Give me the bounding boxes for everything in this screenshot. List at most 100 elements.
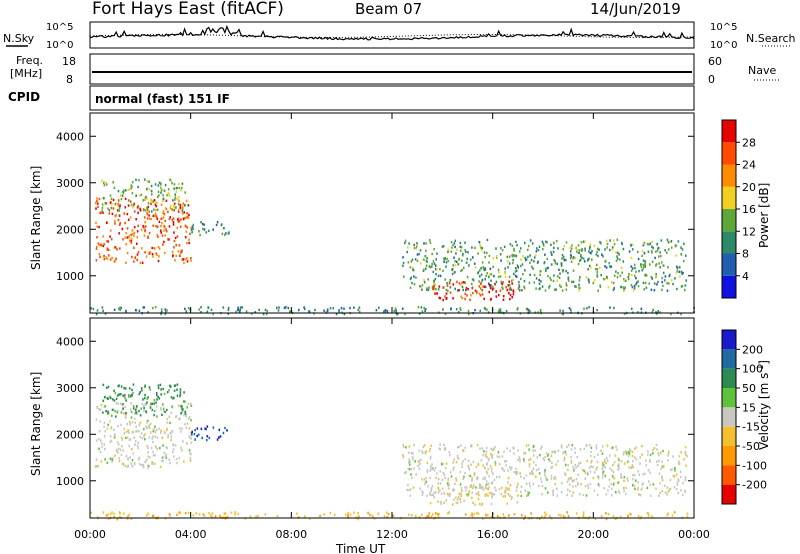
scatter-cell	[432, 283, 435, 286]
scatter-cell	[109, 235, 111, 238]
scatter-cell	[149, 388, 151, 391]
scatter-cell	[407, 261, 410, 264]
scatter-cell	[430, 467, 433, 470]
scatter-cell	[541, 515, 543, 518]
scatter-cell	[102, 309, 104, 312]
scatter-cell	[147, 202, 150, 205]
scatter-cell	[154, 435, 156, 438]
scatter-cell	[157, 190, 160, 193]
scatter-cell	[681, 285, 684, 288]
scatter-cell	[442, 286, 444, 289]
scatter-cell	[666, 238, 669, 241]
scatter-cell	[641, 487, 643, 490]
scatter-cell	[211, 516, 213, 519]
scatter-cell	[101, 445, 103, 449]
scatter-cell	[115, 415, 117, 418]
scatter-cell	[469, 474, 472, 478]
scatter-cell	[148, 464, 150, 468]
scatter-cell	[637, 470, 639, 473]
colorbar-segment	[722, 388, 736, 408]
scatter-cell	[111, 458, 114, 462]
scatter-cell	[404, 471, 406, 475]
scatter-cell	[543, 261, 546, 264]
scatter-cell	[117, 208, 120, 212]
scatter-cell	[155, 401, 157, 404]
scatter-cell	[136, 405, 138, 408]
scatter-cell	[660, 467, 662, 471]
scatter-cell	[103, 425, 105, 428]
scatter-cell	[541, 445, 543, 448]
scatter-cell	[533, 281, 536, 284]
scatter-cell	[415, 247, 417, 250]
scatter-cell	[649, 453, 652, 457]
scatter-cell	[538, 287, 540, 291]
scatter-cell	[156, 394, 158, 397]
scatter-cell	[129, 456, 131, 459]
scatter-cell	[101, 209, 103, 212]
scatter-cell	[482, 517, 484, 521]
scatter-cell	[184, 236, 187, 239]
scatter-cell	[623, 490, 625, 493]
scatter-cell	[144, 384, 146, 387]
scatter-cell	[139, 414, 142, 417]
scatter-cell	[181, 410, 184, 413]
scatter-cell	[212, 426, 215, 429]
scatter-cell	[604, 466, 606, 469]
scatter-cell	[578, 283, 580, 286]
scatter-cell	[98, 437, 100, 441]
scatter-cell	[517, 307, 519, 310]
colorbar-segment	[722, 186, 736, 209]
scatter-cell	[102, 399, 105, 402]
scatter-cell	[285, 306, 287, 309]
scatter-cell	[563, 245, 565, 248]
scatter-cell	[227, 312, 230, 315]
scatter-cell	[186, 226, 188, 229]
scatter-cell	[481, 278, 484, 282]
scatter-cell	[165, 228, 167, 231]
scatter-cell	[615, 491, 617, 494]
scatter-cell	[153, 208, 155, 211]
scatter-cell	[416, 242, 418, 245]
scatter-cell	[449, 286, 452, 289]
scatter-cell	[181, 209, 184, 212]
scatter-cell	[623, 475, 626, 479]
scatter-cell	[467, 312, 470, 316]
scatter-cell	[583, 260, 586, 263]
scatter-cell	[582, 257, 585, 260]
noise-search-label: N.Search	[746, 32, 796, 45]
scatter-cell	[511, 253, 514, 257]
scatter-cell	[438, 296, 441, 299]
scatter-cell	[472, 291, 474, 295]
scatter-cell	[483, 285, 486, 288]
scatter-cell	[147, 419, 149, 423]
scatter-cell	[478, 240, 481, 244]
scatter-cell	[485, 480, 488, 483]
scatter-cell	[494, 283, 496, 286]
scatter-cell	[102, 235, 105, 238]
scatter-cell	[491, 456, 493, 460]
scatter-cell	[590, 251, 592, 255]
scatter-cell	[111, 408, 114, 412]
scatter-cell	[111, 398, 114, 401]
scatter-cell	[100, 403, 103, 407]
scatter-cell	[566, 511, 569, 514]
scatter-cell	[208, 511, 210, 515]
scatter-cell	[609, 454, 611, 457]
scatter-cell	[504, 460, 506, 463]
scatter-cell	[174, 196, 177, 199]
x-tick-label: 00:00	[678, 528, 710, 541]
scatter-cell	[440, 492, 443, 495]
scatter-cell	[184, 191, 186, 194]
scatter-cell	[451, 246, 453, 249]
scatter-cell	[135, 425, 137, 428]
scatter-cell	[521, 289, 523, 292]
scatter-cell	[490, 467, 493, 471]
scatter-cell	[533, 256, 536, 259]
scatter-cell	[500, 493, 502, 496]
scatter-cell	[596, 270, 599, 274]
colorbar-segment	[722, 209, 736, 232]
scatter-cell	[544, 267, 547, 270]
scatter-cell	[513, 247, 515, 251]
scatter-cell	[118, 459, 121, 463]
scatter-cell	[190, 226, 192, 229]
